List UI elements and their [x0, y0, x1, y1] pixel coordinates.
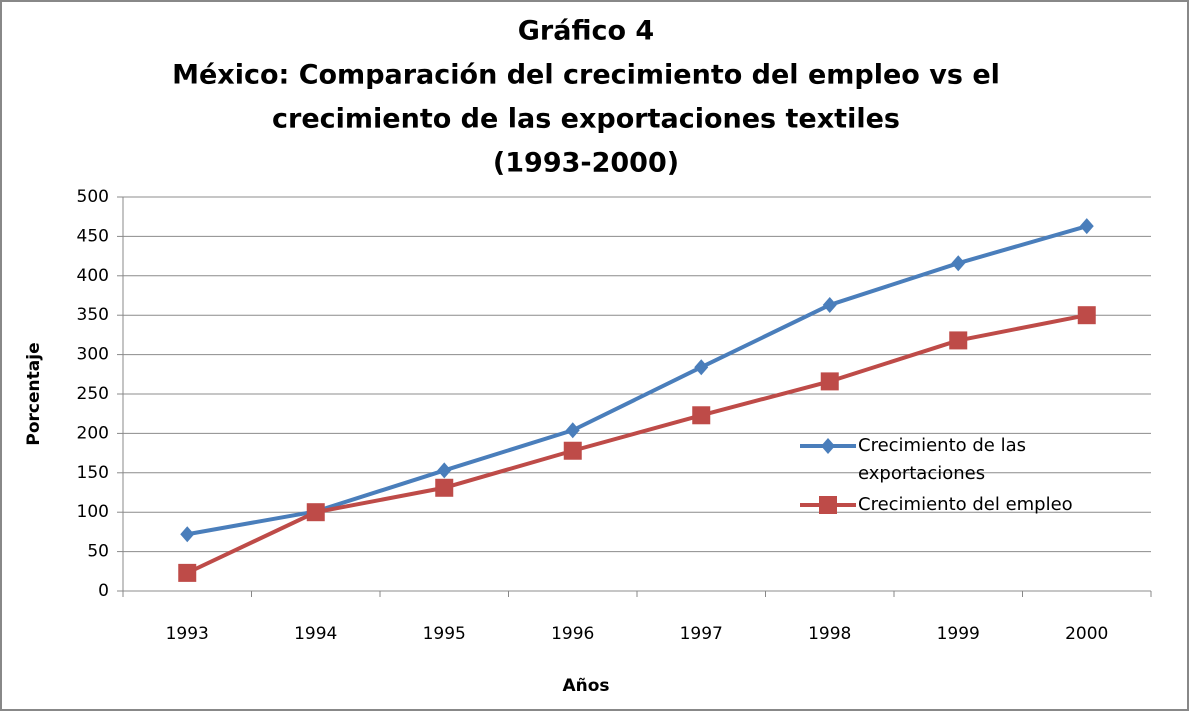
series-marker — [1079, 218, 1094, 235]
legend-marker — [819, 496, 837, 514]
y-tick-label: 300 — [77, 345, 109, 365]
series-marker — [306, 503, 325, 522]
series-marker — [563, 441, 582, 460]
x-axis-label: Años — [562, 676, 609, 696]
x-tick-label: 1999 — [937, 624, 980, 644]
series-line — [186, 224, 1088, 537]
series-marker — [180, 526, 195, 543]
legend-marker — [821, 438, 835, 454]
series-marker — [435, 478, 454, 497]
y-tick-label: 350 — [77, 305, 109, 325]
y-axis-label: Porcentaje — [24, 342, 44, 445]
x-tick-label: 1997 — [680, 624, 723, 644]
series-marker — [692, 406, 711, 425]
legend-label: Crecimiento de las exportaciones — [858, 435, 1032, 484]
series-marker — [822, 296, 837, 313]
x-tick-label: 1993 — [166, 624, 209, 644]
x-tick-label: 1998 — [808, 624, 851, 644]
y-tick-label: 100 — [77, 502, 109, 522]
series-marker — [951, 255, 966, 272]
series-marker — [178, 563, 197, 582]
chart-subtitle: (1993-2000) — [493, 148, 679, 179]
series-marker — [820, 372, 839, 391]
x-tick-label: 1995 — [423, 624, 466, 644]
y-tick-label: 50 — [87, 542, 109, 562]
series-marker — [565, 422, 580, 439]
x-tick-label: 2000 — [1065, 624, 1108, 644]
y-tick-label: 150 — [77, 463, 109, 483]
chart-subtitle: crecimiento de las exportaciones textile… — [272, 104, 900, 135]
series-marker — [949, 331, 968, 350]
y-tick-label: 400 — [77, 266, 109, 286]
series-line — [186, 313, 1088, 575]
y-tick-label: 200 — [77, 423, 109, 443]
y-tick-label: 500 — [77, 187, 109, 207]
legend-label: Crecimiento del empleo — [858, 494, 1073, 515]
x-tick-label: 1994 — [294, 624, 337, 644]
y-tick-label: 450 — [77, 226, 109, 246]
chart-title: Gráfico 4 — [518, 16, 654, 47]
chart-subtitle: México: Comparación del crecimiento del … — [172, 60, 1000, 91]
series-marker — [437, 462, 452, 479]
series-marker — [1077, 306, 1096, 325]
series-marker — [694, 359, 709, 376]
y-tick-label: 0 — [98, 581, 109, 601]
x-tick-label: 1996 — [551, 624, 594, 644]
y-tick-label: 250 — [77, 384, 109, 404]
